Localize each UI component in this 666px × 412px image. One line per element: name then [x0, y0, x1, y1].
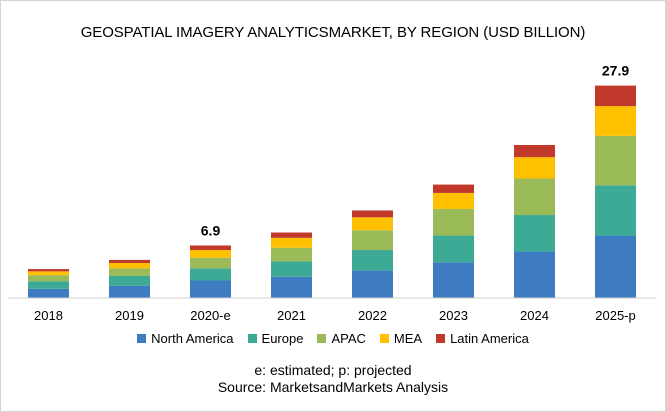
bar-north-america-2025-p [595, 235, 636, 298]
legend-label-north-america: North America [151, 331, 234, 346]
bar-mea-2024 [514, 157, 555, 179]
bar-europe-2025-p [595, 185, 636, 236]
bar-apac-2020-e [190, 257, 231, 269]
bar-europe-2018 [28, 281, 69, 289]
legend-swatch-latin-america [436, 334, 446, 343]
bar-latin-america-2025-p [595, 85, 636, 107]
x-tick-label-2018: 2018 [34, 308, 63, 323]
x-tick-label-2022: 2022 [358, 308, 387, 323]
bar-europe-2021 [271, 261, 312, 277]
bar-north-america-2023 [433, 262, 474, 298]
bar-apac-2022 [352, 230, 393, 251]
bar-mea-2019 [109, 262, 150, 269]
legend: North America Europe APAC MEA Latin America [0, 331, 666, 346]
x-tick-label-2021: 2021 [277, 308, 306, 323]
bar-latin-america-2018 [28, 269, 69, 272]
x-tick-label-2025-p: 2025-p [595, 308, 635, 323]
legend-swatch-europe [247, 334, 257, 343]
x-tick-label-2020-e: 2020-e [190, 308, 230, 323]
footnotes: e: estimated; p: projected Source: Marke… [0, 362, 666, 396]
data-label-2025-p: 27.9 [602, 63, 629, 79]
bar-europe-2024 [514, 215, 555, 252]
bar-europe-2020-e [190, 268, 231, 281]
bar-mea-2023 [433, 192, 474, 209]
bar-apac-2021 [271, 247, 312, 262]
bar-mea-2022 [352, 217, 393, 231]
bar-mea-2025-p [595, 106, 636, 136]
legend-label-mea: MEA [393, 331, 423, 346]
x-tick-label-2019: 2019 [115, 308, 144, 323]
legend-label-europe: Europe [261, 331, 304, 346]
bar-north-america-2024 [514, 251, 555, 298]
bar-north-america-2022 [352, 270, 393, 298]
legend-swatch-apac [317, 334, 327, 343]
bar-mea-2021 [271, 237, 312, 248]
bar-apac-2024 [514, 178, 555, 216]
footnote-source: Source: MarketsandMarkets Analysis [217, 379, 449, 395]
bar-latin-america-2019 [109, 259, 150, 263]
bar-mea-2018 [28, 271, 69, 276]
bar-latin-america-2024 [514, 144, 555, 158]
bar-europe-2019 [109, 275, 150, 286]
x-tick-labels: 2018 2019 2020-e 2021 2022 2023 2024 2025-p [34, 308, 636, 323]
legend-item-north-america: North America [137, 331, 234, 346]
bar-north-america-2018 [28, 288, 69, 298]
stacked-bar-chart: 2018 2019 2020-e 2021 2022 2023 2024 2025-p 6.9… [8, 63, 656, 323]
bar-north-america-2020-e [190, 280, 231, 298]
legend-item-apac: APAC [317, 331, 366, 346]
bar-europe-2023 [433, 235, 474, 263]
x-tick-label-2023: 2023 [439, 308, 468, 323]
legend-swatch-mea [379, 334, 389, 343]
x-tick-label-2024: 2024 [520, 308, 549, 323]
bar-apac-2018 [28, 275, 69, 282]
bar-latin-america-2023 [433, 184, 474, 193]
footnote-estimated: e: estimated; p: projected [254, 362, 412, 378]
data-label-2020-e: 6.9 [201, 222, 221, 238]
bar-mea-2020-e [190, 250, 231, 258]
legend-item-mea: MEA [379, 331, 423, 346]
bar-apac-2019 [109, 268, 150, 276]
data-labels: 6.9 27.9 [201, 63, 630, 239]
bar-europe-2022 [352, 250, 393, 271]
legend-swatch-north-america [137, 334, 147, 343]
bar-apac-2025-p [595, 135, 636, 186]
legend-label-apac: APAC [331, 331, 366, 346]
bar-north-america-2019 [109, 285, 150, 298]
bar-north-america-2021 [271, 276, 312, 298]
bar-latin-america-2020-e [190, 245, 231, 251]
chart-title: GEOSPATIAL IMAGERY ANALYTICSMARKET, BY R… [80, 24, 586, 41]
bar-apac-2023 [433, 208, 474, 236]
bar-latin-america-2022 [352, 210, 393, 218]
legend-label-latin-america: Latin America [450, 331, 529, 346]
bars-group [28, 85, 636, 298]
legend-item-latin-america: Latin America [436, 331, 529, 346]
legend-item-europe: Europe [247, 331, 304, 346]
bar-latin-america-2021 [271, 232, 312, 238]
